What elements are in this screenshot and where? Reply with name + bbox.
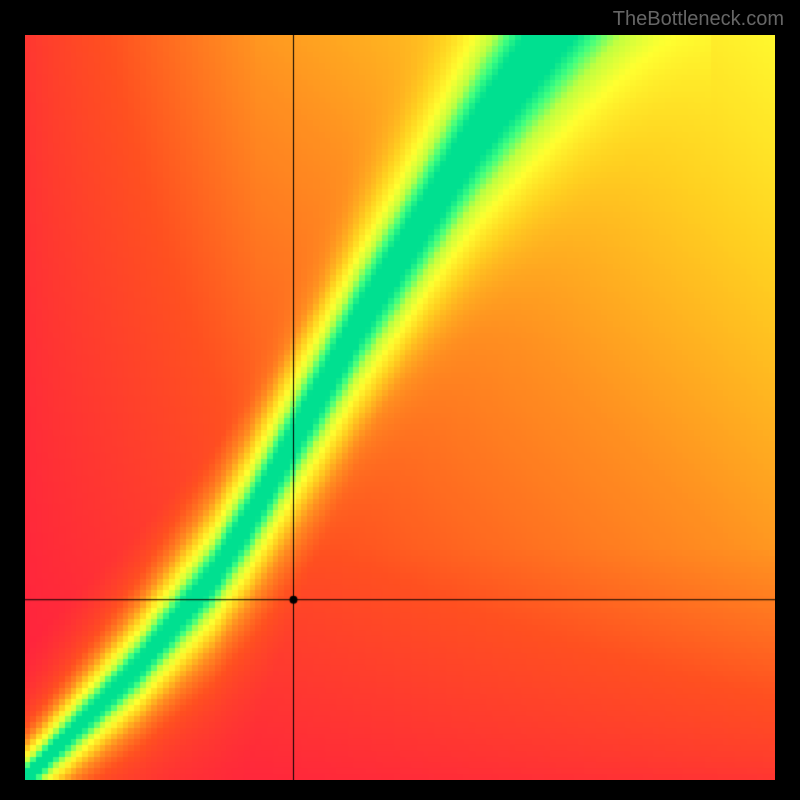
heatmap-plot xyxy=(25,35,775,780)
watermark-text: TheBottleneck.com xyxy=(613,8,784,31)
chart-container: TheBottleneck.com xyxy=(0,0,800,800)
heatmap-canvas xyxy=(25,35,775,780)
